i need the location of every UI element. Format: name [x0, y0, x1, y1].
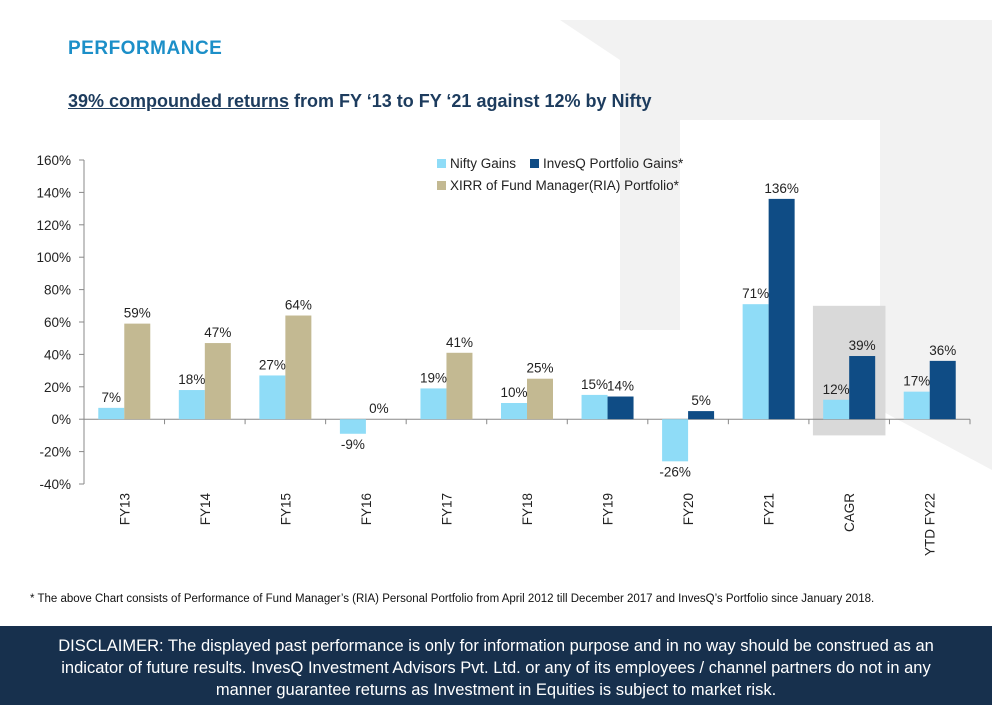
- data-label: 18%: [178, 372, 205, 387]
- chart-subtitle: 39% compounded returns from FY ‘13 to FY…: [68, 91, 652, 112]
- data-label: 7%: [102, 390, 122, 405]
- bar-fy17-series-0: [420, 388, 447, 420]
- bar-fy13-series-0: [98, 407, 125, 420]
- performance-bar-chart: 160% 140% 120% 100% 80% 60% 40% 20% 0% -20% -40% 7%…: [36, 153, 971, 556]
- data-label: 17%: [903, 374, 930, 389]
- data-label: -9%: [341, 437, 365, 452]
- bar-fy14-series-0: [178, 390, 205, 420]
- bar-fy16-series-0: [339, 419, 366, 434]
- x-category-label: FY15: [278, 493, 293, 525]
- legend-swatch: [437, 159, 446, 168]
- x-category-label: FY19: [601, 493, 616, 525]
- y-tick-label: 40%: [44, 347, 71, 362]
- bar-fy15-series-0: [259, 375, 286, 420]
- x-category-label: CAGR: [842, 493, 857, 532]
- bar-fy20-series-0: [662, 419, 689, 462]
- data-label: 0%: [369, 401, 389, 416]
- data-label: 41%: [446, 335, 473, 350]
- legend-swatch: [530, 159, 539, 168]
- data-label: 36%: [929, 343, 956, 358]
- data-label: 10%: [500, 385, 527, 400]
- data-label: 14%: [607, 379, 634, 394]
- x-category-label: FY17: [439, 493, 454, 525]
- bar-fy19-series-2: [607, 396, 634, 420]
- data-label: 136%: [764, 181, 799, 196]
- x-category-label: FY21: [762, 493, 777, 525]
- x-category-label: FY18: [520, 493, 535, 525]
- bar-fy21-series-0: [742, 304, 769, 420]
- x-category-label: FY20: [681, 493, 696, 525]
- bar-cagr-series-0: [823, 399, 850, 420]
- x-category-label: YTD FY22: [923, 493, 938, 556]
- disclaimer-banner: DISCLAIMER: The displayed past performan…: [0, 626, 992, 705]
- y-tick-label: 0%: [51, 412, 71, 427]
- bar-fy18-series-1: [527, 378, 553, 420]
- bar-fy14-series-1: [204, 343, 231, 420]
- data-label: 12%: [823, 382, 850, 397]
- disclaimer-line-2: indicator of future results. InvesQ Inve…: [61, 659, 931, 677]
- data-label: 64%: [285, 298, 312, 313]
- bar-fy18-series-0: [501, 403, 527, 420]
- data-label: 5%: [691, 393, 711, 408]
- y-tick-label: 140%: [36, 185, 71, 200]
- bar-fy19-series-0: [581, 394, 608, 420]
- y-tick-label: -20%: [39, 445, 71, 460]
- y-tick-label: 20%: [44, 380, 71, 395]
- bar-fy21-series-2: [768, 198, 795, 420]
- data-label: 27%: [259, 357, 286, 372]
- bar-cagr-series-2: [849, 356, 876, 420]
- bar-fy17-series-1: [446, 352, 473, 420]
- data-label: 59%: [124, 306, 151, 321]
- section-title: PERFORMANCE: [68, 38, 223, 59]
- subtitle-highlight: 39% compounded returns: [68, 91, 290, 111]
- y-tick-label: 160%: [36, 153, 71, 168]
- bar-ytd-fy22-series-2: [929, 360, 956, 420]
- legend-swatch: [437, 181, 446, 190]
- bar-fy15-series-1: [285, 315, 312, 420]
- bar-ytd-fy22-series-0: [903, 391, 930, 420]
- data-label: 15%: [581, 377, 608, 392]
- x-category-label: FY14: [198, 493, 213, 526]
- subtitle-rest: from FY ‘13 to FY ‘21 against 12% by Nif…: [289, 91, 652, 111]
- data-label: 19%: [420, 370, 447, 385]
- y-tick-label: -40%: [39, 477, 71, 492]
- chart-footnote: * The above Chart consists of Performanc…: [30, 593, 875, 605]
- bar-fy13-series-1: [124, 323, 151, 420]
- data-label: 71%: [742, 286, 769, 301]
- x-category-label: FY13: [117, 493, 132, 525]
- disclaimer-line-3: manner guarantee returns as Investment i…: [215, 681, 777, 699]
- data-label: 25%: [526, 361, 553, 376]
- legend-label: Nifty Gains: [450, 156, 516, 171]
- y-tick-label: 80%: [44, 283, 71, 298]
- y-tick-label: 120%: [36, 218, 71, 233]
- x-category-label: FY16: [359, 493, 374, 525]
- data-label: -26%: [659, 464, 691, 479]
- disclaimer-line-1: DISCLAIMER: The displayed past performan…: [58, 637, 934, 655]
- bar-fy20-series-2: [688, 411, 715, 420]
- data-label: 47%: [204, 325, 231, 340]
- y-tick-label: 100%: [36, 250, 71, 265]
- legend-label: XIRR of Fund Manager(RIA) Portfolio*: [450, 178, 680, 193]
- data-label: 39%: [849, 338, 876, 353]
- legend-label: InvesQ Portfolio Gains*: [543, 156, 684, 171]
- y-tick-label: 60%: [44, 315, 71, 330]
